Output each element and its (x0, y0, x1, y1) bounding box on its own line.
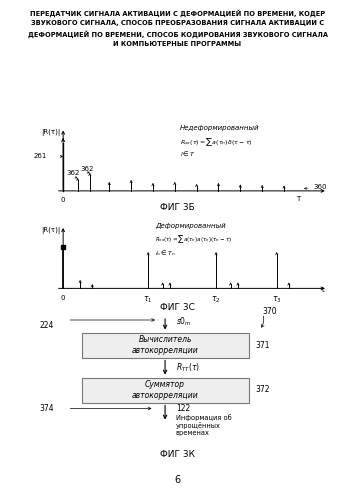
Text: $\tau_1$: $\tau_1$ (143, 295, 153, 306)
Text: ПЕРЕДАТЧИК СИГНАЛА АКТИВАЦИИ С ДЕФОРМАЦИЕЙ ПО ВРЕМЕНИ, КОДЕР: ПЕРЕДАТЧИК СИГНАЛА АКТИВАЦИИ С ДЕФОРМАЦИ… (30, 9, 325, 16)
Text: 371: 371 (256, 340, 270, 349)
Text: 6: 6 (174, 475, 181, 485)
Text: 0: 0 (61, 198, 65, 203)
Text: ЗВУКОВОГО СИГНАЛА, СПОСОБ ПРЕОБРАЗОВАНИЯ СИГНАЛА АКТИВАЦИИ С: ЗВУКОВОГО СИГНАЛА, СПОСОБ ПРЕОБРАЗОВАНИЯ… (31, 20, 324, 26)
Text: t: t (322, 288, 324, 294)
Text: 362: 362 (81, 166, 94, 172)
Text: Недеформированный: Недеформированный (180, 125, 259, 131)
Text: ФИГ 3Б: ФИГ 3Б (160, 204, 195, 212)
Text: 372: 372 (256, 386, 270, 394)
Text: 224: 224 (39, 321, 53, 330)
Text: Информация об
упрощённых
временах: Информация об упрощённых временах (176, 414, 231, 436)
Text: |R(τ)|: |R(τ)| (42, 226, 61, 234)
Text: 261: 261 (34, 154, 47, 160)
Text: ДЕФОРМАЦИЕЙ ПО ВРЕМЕНИ, СПОСОБ КОДИРОВАНИЯ ЗВУКОВОГО СИГНАЛА: ДЕФОРМАЦИЕЙ ПО ВРЕМЕНИ, СПОСОБ КОДИРОВАН… (27, 30, 328, 38)
Text: Суммятор
автокорреляции: Суммятор автокорреляции (132, 380, 198, 400)
Text: $R_{xx}(\tau)=\sum a(\tau_n)a(\tau_n)(\tau_n-\tau)$: $R_{xx}(\tau)=\sum a(\tau_n)a(\tau_n)(\t… (155, 234, 233, 245)
Text: ФИГ 3К: ФИГ 3К (160, 450, 195, 459)
Text: T: T (296, 196, 301, 202)
Text: ФИГ 3С: ФИГ 3С (160, 302, 195, 312)
Text: Деформированный: Деформированный (155, 222, 226, 228)
Text: 0: 0 (61, 295, 65, 301)
Text: $\tau_2$: $\tau_2$ (211, 295, 221, 306)
Text: $R_{TT}(\tau)$: $R_{TT}(\tau)$ (176, 361, 200, 374)
Text: 360: 360 (313, 184, 327, 190)
Text: $\tau_3$: $\tau_3$ (272, 295, 282, 306)
Text: $l_n \in T_n$: $l_n \in T_n$ (155, 248, 176, 258)
Text: 370: 370 (263, 306, 277, 316)
Text: |R(τ)|: |R(τ)| (42, 129, 61, 136)
Text: $l \in T$: $l \in T$ (180, 150, 196, 158)
Text: 122: 122 (176, 404, 190, 413)
Text: И КОМПЬЮТЕРНЫЕ ПРОГРАММЫ: И КОМПЬЮТЕРНЫЕ ПРОГРАММЫ (114, 40, 241, 46)
Text: $R_{xx}(\tau)=\sum a(\tau_n)\delta(\tau-\tau)$: $R_{xx}(\tau)=\sum a(\tau_n)\delta(\tau-… (180, 136, 252, 148)
Text: $s0_m$: $s0_m$ (176, 316, 191, 328)
Text: Вычислитель
автокорреляции: Вычислитель автокорреляции (132, 336, 198, 354)
Text: 374: 374 (39, 404, 54, 413)
Text: 362: 362 (66, 170, 80, 175)
